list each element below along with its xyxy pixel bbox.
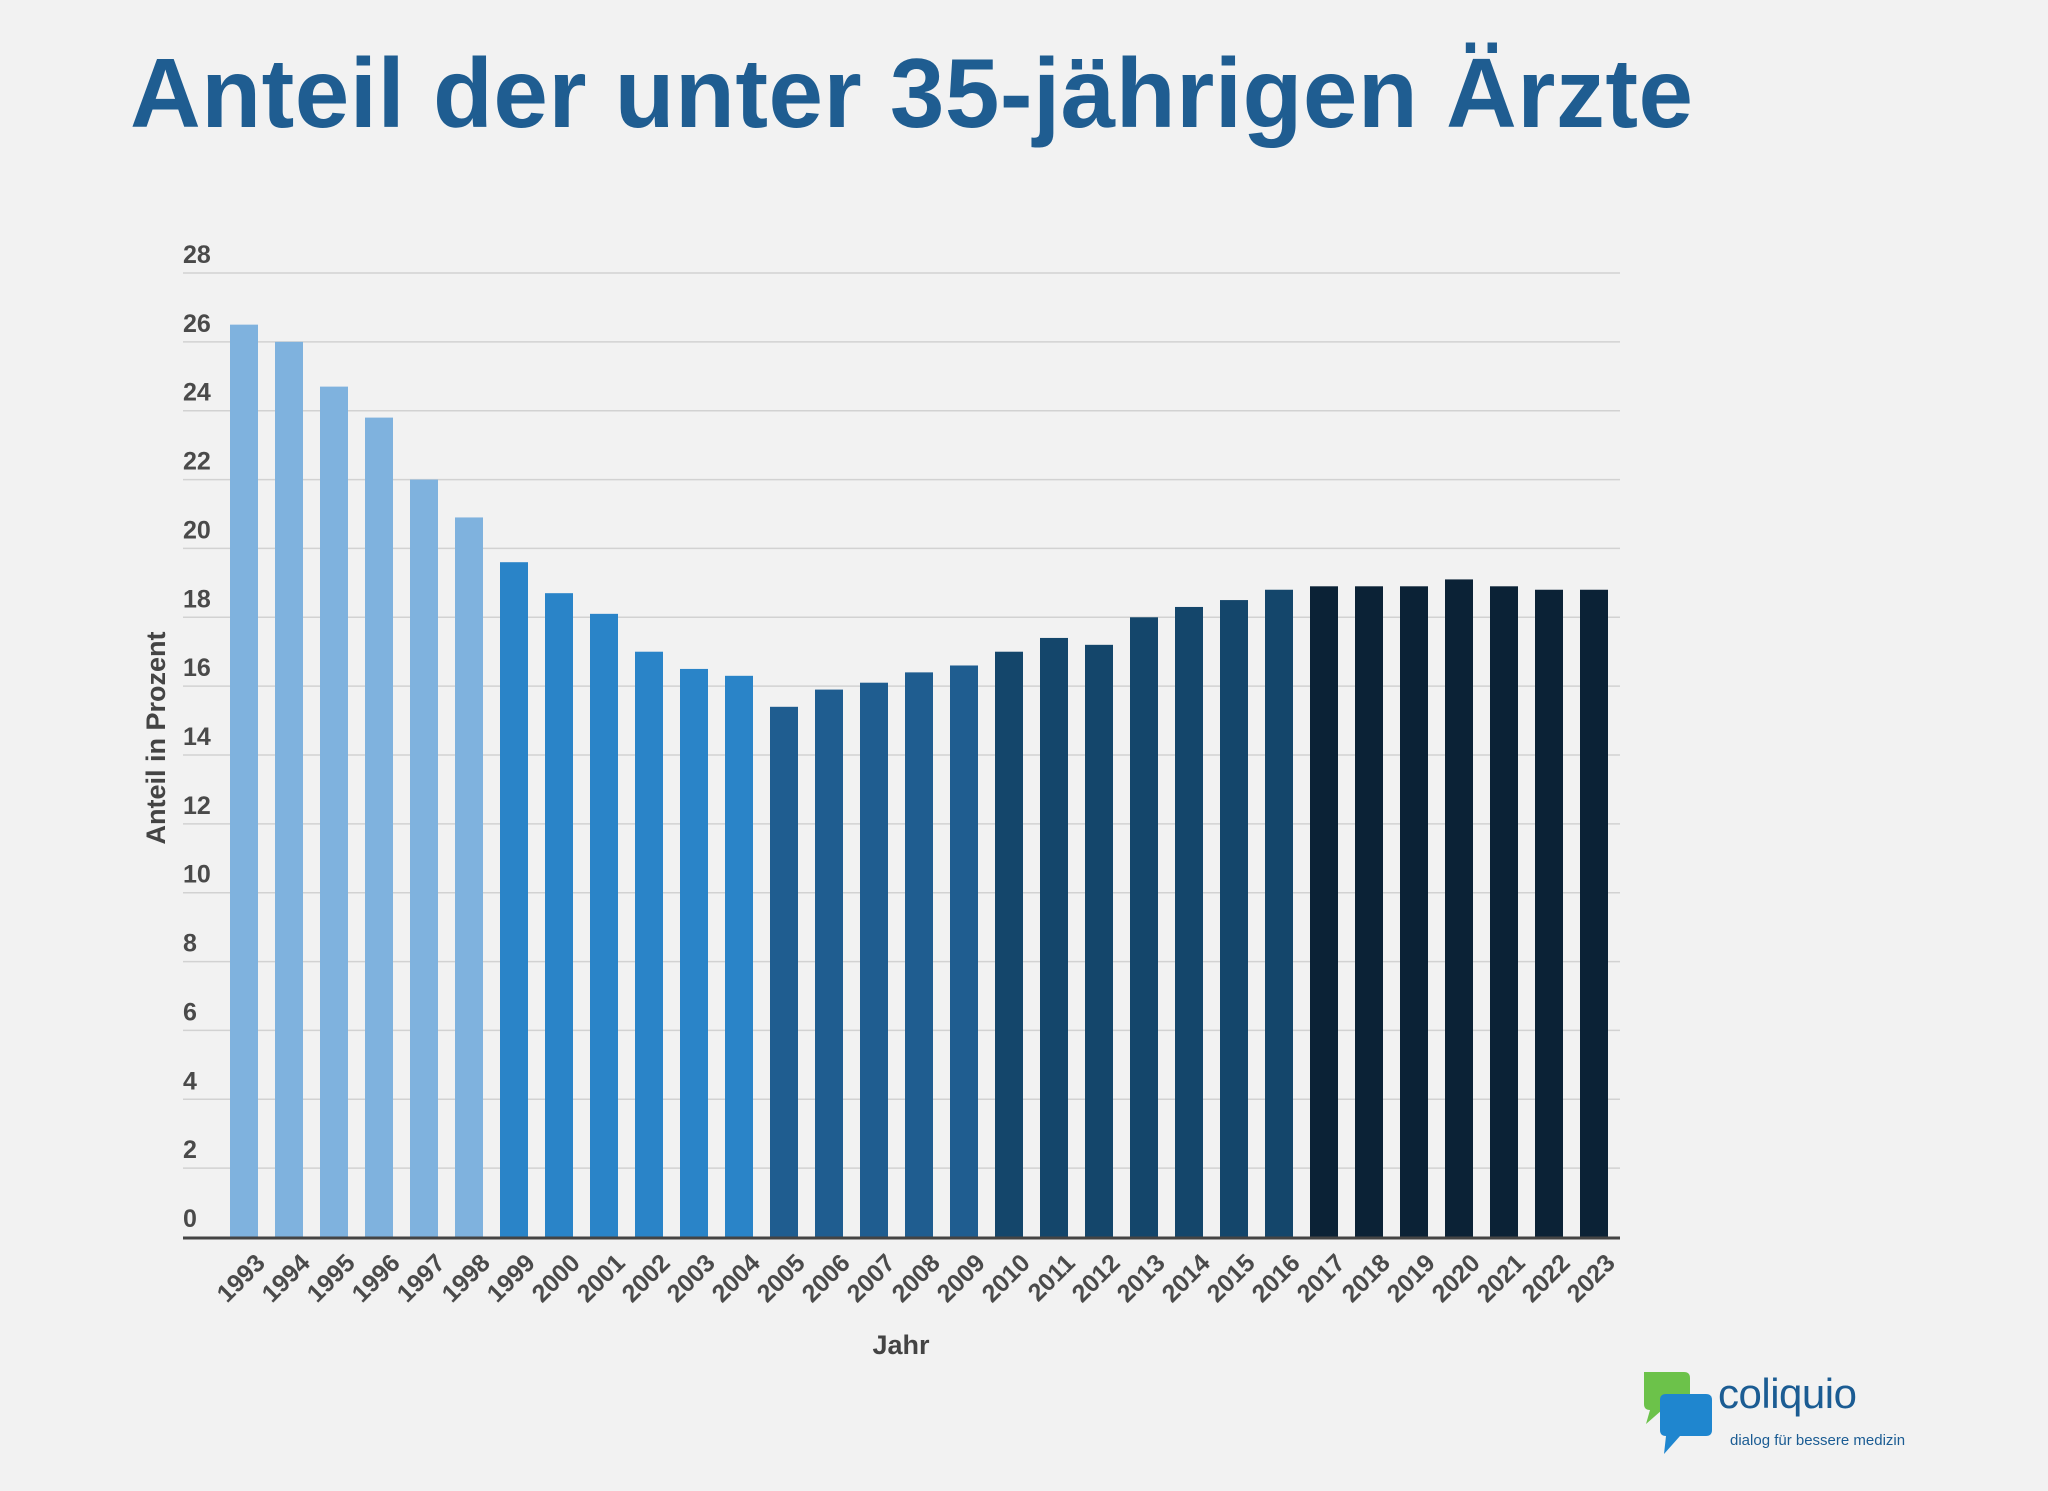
bar-2020 [1445,579,1473,1237]
y-axis-title: Anteil in Prozent [141,631,171,844]
x-tick-label: 2016 [1247,1249,1306,1308]
bar-2021 [1490,586,1518,1237]
x-tick-label: 2003 [662,1249,721,1308]
y-tick-label: 26 [183,310,211,338]
bar-2014 [1175,606,1203,1237]
y-tick-label: 28 [183,241,211,269]
x-tick-label: 2023 [1562,1249,1621,1308]
x-tick-label: 2009 [932,1249,991,1308]
bar-2018 [1355,586,1383,1237]
bar-1996 [365,417,393,1238]
bar-2010 [995,651,1023,1237]
x-tick-label: 2019 [1382,1249,1441,1308]
bar-2000 [545,593,573,1237]
bar-2012 [1085,644,1113,1237]
bar-1997 [410,479,438,1238]
x-tick-label: 2000 [527,1249,586,1308]
x-tick-label: 2014 [1157,1249,1216,1308]
x-tick-label: 2008 [887,1249,946,1308]
x-tick-label: 1993 [212,1249,271,1308]
x-tick-label: 2006 [797,1249,856,1308]
x-tick-label: 2018 [1337,1249,1396,1308]
bar-2023 [1580,589,1608,1237]
y-tick-label: 22 [183,448,211,476]
x-tick-label: 1994 [257,1249,316,1308]
x-tick-label: 2007 [842,1249,901,1308]
bar-2009 [950,665,978,1237]
x-tick-label: 2020 [1427,1249,1486,1308]
x-tick-label: 1995 [302,1249,361,1308]
logo-wordmark: coliquio [1718,1370,1857,1417]
bar-2003 [680,668,708,1237]
x-tick-label: 1996 [347,1249,406,1308]
bar-2017 [1310,586,1338,1237]
y-tick-label: 12 [183,792,211,820]
bars [230,324,1608,1238]
bar-2016 [1265,589,1293,1237]
x-tick-label: 2011 [1023,1249,1081,1307]
coliquio-logo: coliquio dialog für bessere medizin [1640,1368,1940,1468]
x-tick-label: 1999 [482,1249,541,1308]
bar-2013 [1130,617,1158,1237]
bar-2019 [1400,586,1428,1237]
x-tick-label: 2012 [1067,1249,1126,1308]
bar-2008 [905,672,933,1237]
bar-2006 [815,689,843,1237]
y-tick-label: 18 [183,585,211,613]
y-tick-label: 8 [183,930,197,958]
bar-2002 [635,651,663,1237]
bar-1993 [230,324,258,1238]
x-tick-label: 1998 [437,1249,496,1308]
x-tick-label: 2002 [617,1249,676,1308]
x-tick-label: 2015 [1202,1249,1261,1308]
y-tick-label: 16 [183,654,211,682]
x-tick-label: 2005 [752,1249,811,1308]
bar-2022 [1535,589,1563,1237]
x-tick-label: 2017 [1292,1249,1351,1308]
bar-1999 [500,562,528,1237]
bar-2005 [770,706,798,1237]
x-axis-title: Jahr [872,1330,930,1360]
bar-2011 [1040,637,1068,1237]
bar-1994 [275,341,303,1237]
bar-2004 [725,675,753,1237]
y-tick-label: 2 [183,1136,197,1164]
speech-bubbles-icon [1644,1372,1712,1454]
bar-2001 [590,613,618,1237]
x-tick-label: 2010 [977,1249,1036,1308]
x-tick-label: 2022 [1517,1249,1576,1308]
y-tick-label: 20 [183,516,211,544]
y-tick-label: 6 [183,998,197,1026]
bar-2015 [1220,600,1248,1237]
y-tick-label: 14 [183,723,211,751]
x-tick-label: 2021 [1472,1249,1531,1308]
x-tick-labels: 1993199419951996199719981999200020012002… [212,1249,1621,1308]
bar-1998 [455,517,483,1237]
y-tick-label: 4 [183,1067,197,1095]
bar-2007 [860,682,888,1237]
y-tick-label: 24 [183,379,211,407]
x-tick-label: 2004 [707,1249,766,1308]
logo-tagline: dialog für bessere medizin [1730,1432,1906,1449]
bar-1995 [320,386,348,1238]
x-tick-label: 1997 [392,1249,451,1308]
x-tick-label: 2001 [572,1249,631,1308]
x-tick-label: 2013 [1112,1249,1171,1308]
y-tick-label: 0 [183,1205,197,1233]
page-title: Anteil der unter 35-jährigen Ärzte [130,38,1694,148]
y-tick-label: 10 [183,861,211,889]
